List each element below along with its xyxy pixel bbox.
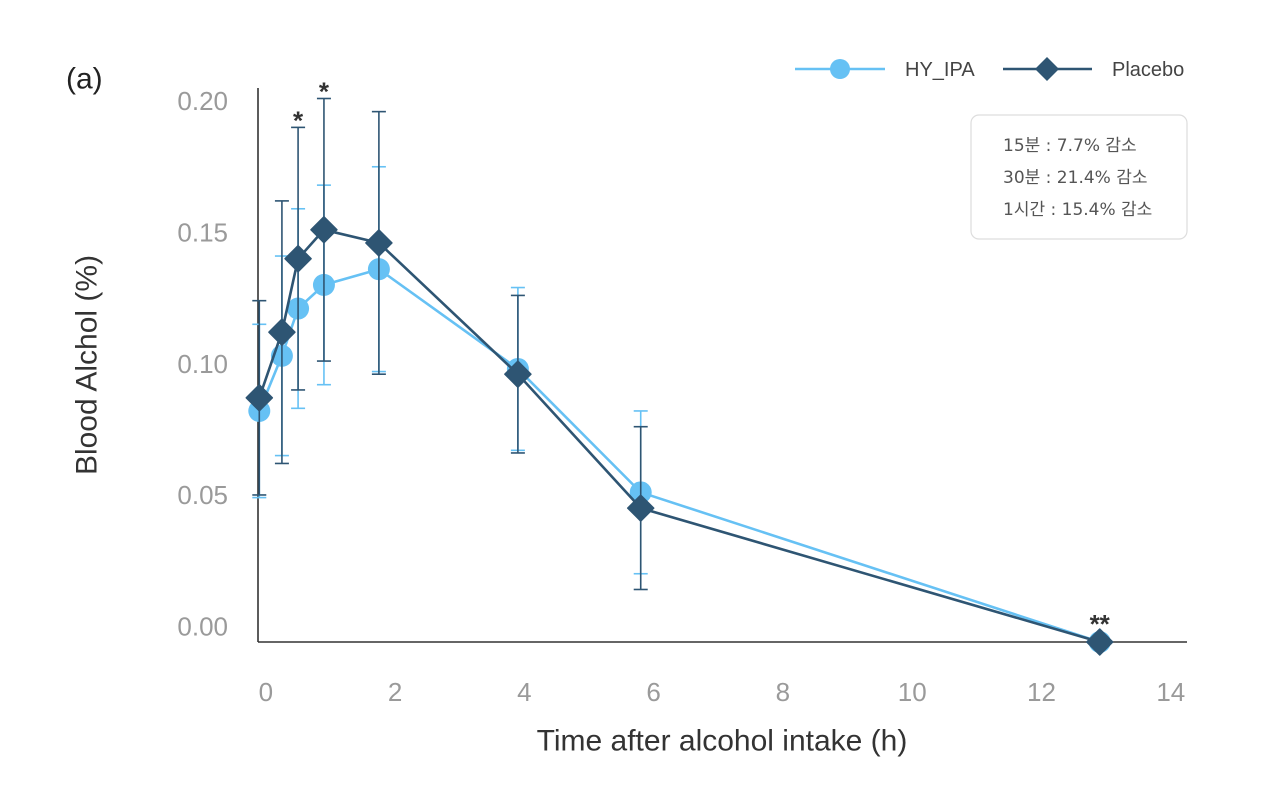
y-tick-label: 0.20 [177, 86, 228, 116]
x-tick-label: 14 [1156, 677, 1185, 707]
y-tick-label: 0.00 [177, 611, 228, 641]
x-axis-title: Time after alcohol intake (h) [537, 725, 908, 758]
x-tick-label: 8 [776, 677, 790, 707]
significance-marker: ** [1090, 609, 1111, 639]
y-tick-label: 0.15 [177, 218, 228, 248]
data-point-placebo [310, 216, 338, 244]
panel-label: (a) [66, 63, 103, 96]
x-tick-label: 6 [646, 677, 660, 707]
data-point-placebo [268, 318, 296, 346]
data-point-placebo [245, 384, 274, 412]
legend-label-hy-ipa: HY_IPA [905, 59, 975, 81]
note-line-15min: 15분 : 7.7% 감소 [1003, 136, 1137, 156]
x-tick-label: 0 [259, 677, 273, 707]
note-line-30min: 30분 : 21.4% 감소 [1003, 168, 1148, 188]
y-tick-label: 0.10 [177, 349, 228, 379]
y-tick-label: 0.05 [177, 480, 228, 510]
legend-item-hy-ipa: HY_IPA [795, 59, 975, 81]
data-point-placebo [365, 229, 393, 257]
plot-area: **** [245, 77, 1114, 656]
x-tick-label: 2 [388, 677, 402, 707]
reduction-note-box: 15분 : 7.7% 감소 30분 : 21.4% 감소 1시간 : 15.4%… [970, 114, 1188, 240]
legend: HY_IPA Placebo [795, 57, 1184, 81]
series-line-placebo [258, 228, 1101, 644]
data-point-placebo [626, 494, 655, 522]
x-tick-label: 10 [898, 677, 927, 707]
significance-marker: * [319, 77, 330, 107]
legend-marker-hy-ipa [830, 59, 850, 79]
note-box-frame [970, 114, 1188, 240]
x-tick-labels: 0 2 4 6 8 10 12 14 [259, 677, 1186, 707]
legend-marker-placebo [1035, 57, 1059, 81]
note-line-1h: 1시간 : 15.4% 감소 [1003, 200, 1152, 220]
legend-label-placebo: Placebo [1112, 59, 1184, 81]
y-axis-title: Blood Alchol (%) [71, 255, 104, 475]
series-placebo [245, 97, 1114, 656]
data-point-placebo [1085, 628, 1114, 656]
x-tick-label: 4 [517, 677, 531, 707]
significance-markers: **** [293, 77, 1111, 640]
data-point-placebo [284, 244, 312, 273]
significance-marker: * [293, 105, 304, 135]
legend-item-placebo: Placebo [1003, 57, 1184, 81]
data-point-placebo [504, 360, 532, 388]
x-tick-label: 12 [1027, 677, 1056, 707]
y-tick-labels: 0.00 0.05 0.10 0.15 0.20 [177, 86, 228, 641]
